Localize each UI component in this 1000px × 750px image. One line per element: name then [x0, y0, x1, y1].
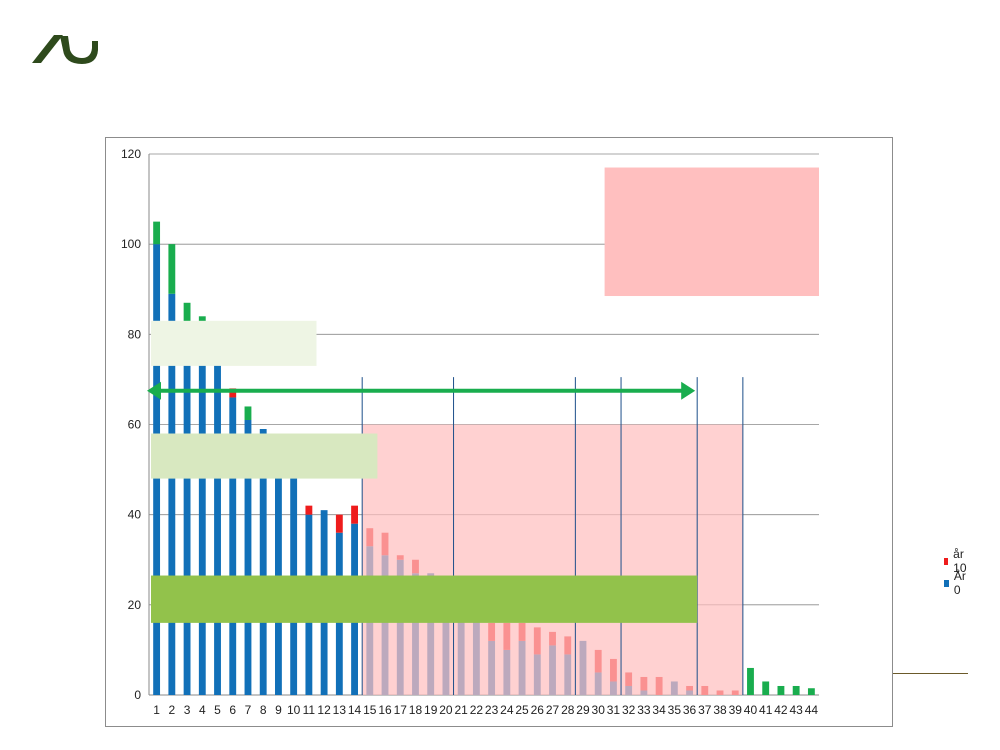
x-tick-label-9: 9: [275, 703, 282, 717]
bar-s2-44: [807, 688, 815, 695]
x-tick-label-37: 37: [698, 703, 712, 717]
legend-swatch-aar0: [944, 579, 949, 587]
x-tick-label-6: 6: [229, 703, 236, 717]
chart-frame: 0 20 40 60 80 100 120 1 2 3 4 5 6 7 8 9 10 11 12 13 14 15 16 17…: [105, 137, 967, 727]
x-tick-label-5: 5: [214, 703, 221, 717]
x-tick-label-28: 28: [561, 703, 575, 717]
bar-s1-13: [335, 514, 343, 533]
x-tick-label-27: 27: [546, 703, 560, 717]
x-tick-label-41: 41: [759, 703, 773, 717]
x-tick-label-11: 11: [303, 703, 316, 717]
bar-s1-14: [351, 505, 358, 524]
bar-s2-3: [183, 302, 191, 326]
x-tick-label-17: 17: [394, 703, 408, 717]
x-tick-label-13: 13: [333, 703, 347, 717]
bar-s0-8: [259, 429, 267, 695]
x-tick-label-21: 21: [454, 703, 468, 717]
x-tick-label-18: 18: [409, 703, 423, 717]
x-tick-label-29: 29: [576, 703, 590, 717]
double-arrow-left-head: [147, 381, 161, 400]
x-tick-label-36: 36: [683, 703, 697, 717]
bar-s0-5: [214, 352, 221, 695]
x-tick-label-10: 10: [287, 703, 301, 717]
x-tick-label-26: 26: [531, 703, 545, 717]
bar-s2-41: [762, 681, 770, 695]
y-tick-label-40: 40: [128, 508, 142, 522]
university-logo-icon: [32, 35, 98, 64]
x-tick-label-31: 31: [607, 703, 621, 717]
light-box: [151, 433, 378, 479]
x-tick-label-2: 2: [168, 703, 175, 717]
bar-s2-42: [777, 685, 785, 695]
bar-s0-3: [183, 325, 191, 695]
x-tick-label-40: 40: [744, 703, 758, 717]
x-tick-label-3: 3: [184, 703, 191, 717]
bar-s0-4: [198, 334, 206, 695]
legend-label-aar10: år 10: [953, 547, 967, 575]
x-tick-label-7: 7: [245, 703, 252, 717]
bar-s1-11: [305, 505, 313, 515]
y-tick-label-100: 100: [121, 237, 141, 251]
x-tick-label-32: 32: [622, 703, 636, 717]
legend-item-aar10: år 10: [944, 547, 969, 575]
bar-s0-6: [229, 397, 237, 695]
x-tick-label-38: 38: [713, 703, 727, 717]
x-tick-label-20: 20: [439, 703, 453, 717]
bar-s0-7: [244, 419, 252, 695]
highlight-region: [362, 424, 743, 695]
x-tick-label-35: 35: [668, 703, 682, 717]
bar-s2-43: [792, 685, 800, 695]
x-tick-label-33: 33: [637, 703, 651, 717]
x-tick-label-25: 25: [515, 703, 529, 717]
bar-s0-2: [168, 293, 176, 695]
x-tick-label-24: 24: [500, 703, 514, 717]
bar-s1-6: [229, 388, 237, 398]
mid-box: [151, 575, 698, 623]
x-tick-label-16: 16: [378, 703, 392, 717]
y-tick-label-120: 120: [121, 147, 141, 161]
top-right-box: [604, 167, 819, 297]
x-tick-label-34: 34: [652, 703, 666, 717]
bar-s2-7: [244, 406, 252, 420]
x-tick-label-43: 43: [789, 703, 803, 717]
pale-box: [151, 320, 317, 366]
y-tick-label-0: 0: [134, 688, 141, 702]
x-tick-label-42: 42: [774, 703, 788, 717]
legend-item-aar0: År 0: [944, 569, 969, 597]
double-arrow-right-head: [681, 381, 696, 400]
x-tick-label-23: 23: [485, 703, 499, 717]
legend: år 10 År 0: [944, 547, 969, 597]
y-tick-label-60: 60: [128, 418, 142, 432]
bar-s0-9: [275, 438, 282, 695]
y-tick-label-80: 80: [128, 327, 142, 341]
bar-s2-40: [747, 667, 754, 695]
legend-label-aar0: År 0: [953, 569, 966, 597]
bar-s2-2: [168, 244, 176, 294]
y-tick-label-20: 20: [128, 598, 142, 612]
decorative-rule: [893, 673, 968, 674]
x-tick-label-19: 19: [424, 703, 438, 717]
x-tick-label-15: 15: [363, 703, 377, 717]
x-tick-label-1: 1: [153, 703, 160, 717]
x-tick-label-44: 44: [805, 703, 819, 717]
x-tick-label-22: 22: [470, 703, 484, 717]
x-tick-label-4: 4: [199, 703, 206, 717]
x-tick-label-8: 8: [260, 703, 267, 717]
x-tick-label-30: 30: [592, 703, 606, 717]
x-tick-label-12: 12: [317, 703, 331, 717]
x-tick-label-39: 39: [729, 703, 743, 717]
bar-s2-1: [153, 221, 161, 245]
x-tick-label-14: 14: [348, 703, 362, 717]
legend-swatch-aar10: [944, 557, 949, 565]
